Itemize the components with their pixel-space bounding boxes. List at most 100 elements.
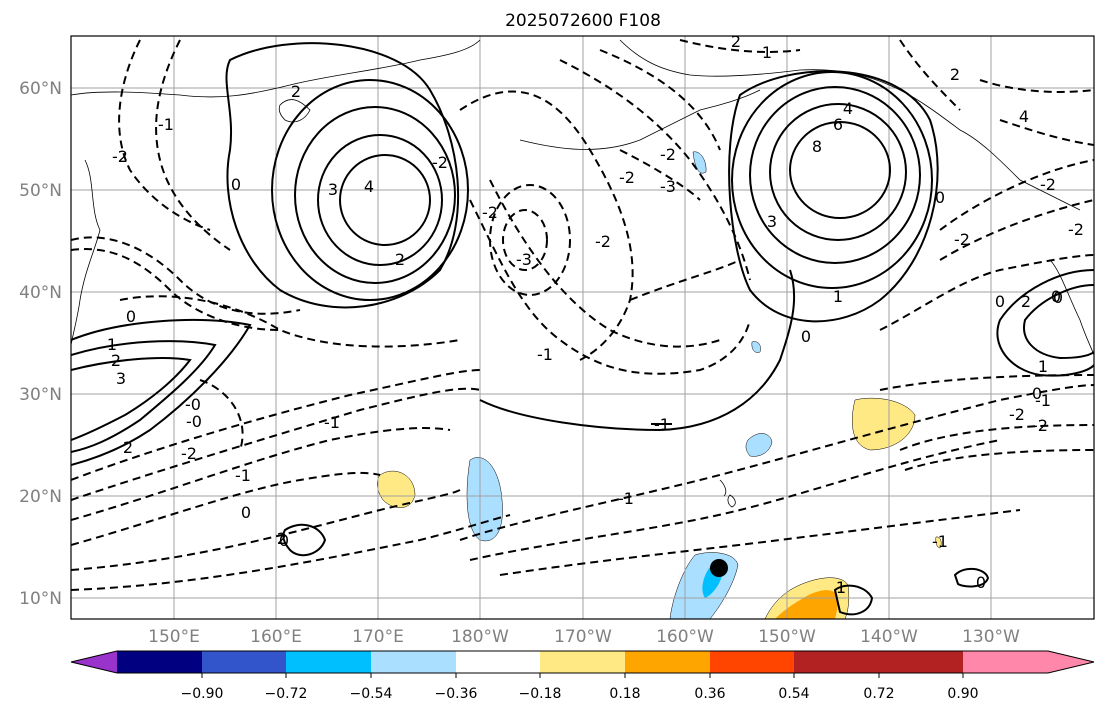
contour-label: -2 [954,230,970,249]
shade-region [751,341,761,353]
contour-label: 1 [762,43,772,62]
colorbar-segment [794,651,879,673]
colorbar-tick-label: 0.90 [947,686,978,702]
contour-label: 0 [279,531,289,550]
colorbar-segment [625,651,710,673]
colorbar-segment [879,651,963,673]
shade-region [745,433,773,457]
contour-label: 3 [328,180,338,199]
contour-label: 4 [1019,107,1029,126]
colorbar-segment [710,651,794,673]
colorbar-ticks [201,673,964,678]
contour-label: -1 [537,345,553,364]
colorbar: −0.90 −0.72 −0.54 −0.36 −0.18 0.18 0.36 … [70,650,1095,702]
lon-label: 150°E [148,627,200,647]
contour-label: -2 [1032,416,1048,435]
figure-title: 2025072600 F108 [505,11,661,31]
lon-label: 130°W [962,627,1020,647]
contour-label: 2 [291,82,301,101]
colorbar-outline [70,650,1095,674]
lon-label: 170°W [554,627,612,647]
contour-label: -2 [482,203,498,222]
colorbar-segment [540,651,625,673]
contour-label: 0 [231,175,241,194]
contour-label: 0 [976,573,986,592]
storm-marker-icon [710,559,728,577]
colorbar-tick-label: 0.18 [609,686,640,702]
latitude-axis: 60°N 50°N 40°N 30°N 20°N 10°N [19,79,62,609]
contour-label: 0 [126,307,136,326]
colorbar-tick-label: 0.72 [863,686,894,702]
contours-negative [71,39,1094,591]
contour-label: -2 [1040,175,1056,194]
colorbar-tick-label: −0.18 [519,686,562,702]
contour-label: -2 [181,444,197,463]
contour-label: -1 [932,532,948,551]
contour-label: -1 [324,413,340,432]
map-frame [70,35,1095,620]
contour-label: 0 [801,327,811,346]
lat-label: 50°N [19,181,62,201]
shade-region [377,470,416,508]
contour-label: 2 [950,65,960,84]
contour-label: 2 [395,250,405,269]
contour-label: -1 [654,415,670,434]
lat-label: 40°N [19,283,62,303]
colorbar-segment [286,651,371,673]
contour-label: 8 [812,137,822,156]
contour-label: -2 [619,168,635,187]
shade-region [775,590,838,619]
contour-label: -2 [1009,405,1025,424]
map-panel: 2 1 -2 -3 2 3 4 -2 -1 -2 0 -3 -2 -2 2 -2… [71,32,1094,619]
colorbar-tick-label: −0.72 [265,686,308,702]
longitude-axis: 150°E 160°E 170°E 180°W 170°W 160°W 150°… [148,627,1020,647]
contours-positive [71,42,1094,616]
lat-label: 30°N [19,385,62,405]
contour-label: -0 [186,412,202,431]
contour-label: 0 [241,503,251,522]
contour-label: -3 [660,177,676,196]
contour-label: 2 [731,32,741,51]
contour-label: 0 [1032,384,1042,403]
colorbar-tick-label: 0.54 [778,686,809,702]
lon-label: 180°W [451,627,509,647]
contour-label: -3 [516,250,532,269]
contour-label: 3 [116,369,126,388]
lat-label: 10°N [19,589,62,609]
lat-label: 60°N [19,79,62,99]
contour-label: 4 [843,99,853,118]
contour-label: 2 [277,529,287,548]
shading-layer [377,151,942,619]
lon-label: 140°W [860,627,918,647]
contour-label: 1 [833,287,843,306]
colorbar-tick-label: −0.90 [181,686,224,702]
contour-label: 0 [1053,288,1063,307]
contour-label: -0 [185,395,201,414]
shade-region [692,151,707,174]
contour-label: -1 [235,466,251,485]
lon-label: 170°E [352,627,404,647]
contour-labels: 2 1 -2 -3 2 3 4 -2 -1 -2 0 -3 -2 -2 2 -2… [107,32,1084,597]
colorbar-segment [117,651,202,673]
lon-label: 150°W [758,627,816,647]
graticule [71,36,1094,619]
contour-label: 2 [123,438,133,457]
colorbar-tick-label: −0.36 [435,686,478,702]
colorbar-extend-max [963,651,1094,673]
colorbar-tick-label: 0.36 [694,686,725,702]
coastlines [71,39,1094,508]
colorbar-segment [202,651,286,673]
contour-label: -2 [1068,220,1084,239]
contour-label: 0 [995,292,1005,311]
shade-region [935,536,942,549]
contour-label: 1 [836,578,846,597]
contour-label: -1 [1035,391,1051,410]
colorbar-segment [371,651,456,673]
contour-label: -2 [595,232,611,251]
contour-label: 0 [1051,287,1061,306]
colorbar-tick-label: −0.54 [350,686,393,702]
lon-label: 160°E [250,627,302,647]
colorbar-extend-min [71,651,117,673]
contour-label: -2 [660,145,676,164]
